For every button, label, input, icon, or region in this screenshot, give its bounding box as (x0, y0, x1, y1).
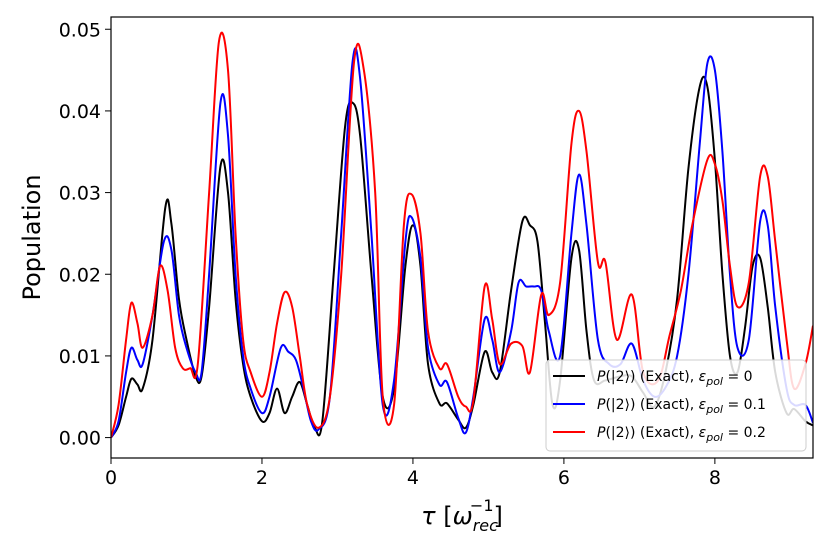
y-axis-label: Population (18, 174, 46, 300)
legend-entries: P(|2⟩) (Exact), εpol = 0 P(|2⟩) (Exact), … (553, 369, 766, 444)
y-tick-label: 0.01 (59, 346, 101, 368)
legend-label-1: P(|2⟩) (Exact), εpol = 0.1 (597, 397, 766, 416)
series-line-1 (111, 47, 813, 439)
x-tick-label: 6 (558, 467, 570, 489)
series-line-0 (111, 75, 813, 439)
y-axis-ticks: 0.00 0.01 0.02 0.03 0.04 0.05 (59, 19, 111, 450)
series-line-2 (111, 31, 813, 438)
y-tick-label: 0.03 (59, 183, 101, 205)
legend-label-0: P(|2⟩) (Exact), εpol = 0 (597, 369, 753, 388)
x-tick-label: 0 (105, 467, 117, 489)
x-tick-label: 8 (709, 467, 721, 489)
legend-label-2: P(|2⟩) (Exact), εpol = 0.2 (597, 425, 766, 444)
plot-frame (110, 16, 814, 459)
legend: P(|2⟩) (Exact), εpol = 0 P(|2⟩) (Exact), … (545, 359, 807, 452)
x-tick-label: 2 (256, 467, 268, 489)
y-tick-label: 0.05 (59, 19, 101, 41)
series-layer (111, 31, 813, 439)
x-axis-ticks: 0 2 4 6 8 (105, 458, 721, 489)
x-tick-label: 4 (407, 467, 419, 489)
y-tick-label: 0.00 (59, 428, 101, 450)
y-tick-label: 0.02 (59, 264, 101, 286)
legend-box (545, 359, 807, 452)
x-axis-label: τ [ωrec−1] (421, 496, 503, 535)
y-tick-label: 0.04 (59, 101, 101, 123)
